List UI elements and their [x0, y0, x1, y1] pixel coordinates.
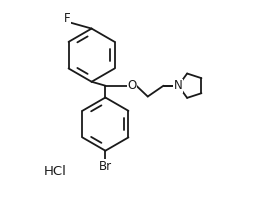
Text: F: F	[64, 12, 70, 25]
Text: HCl: HCl	[43, 165, 66, 178]
Text: N: N	[174, 79, 183, 92]
Text: O: O	[127, 79, 137, 92]
Text: Br: Br	[99, 160, 112, 173]
